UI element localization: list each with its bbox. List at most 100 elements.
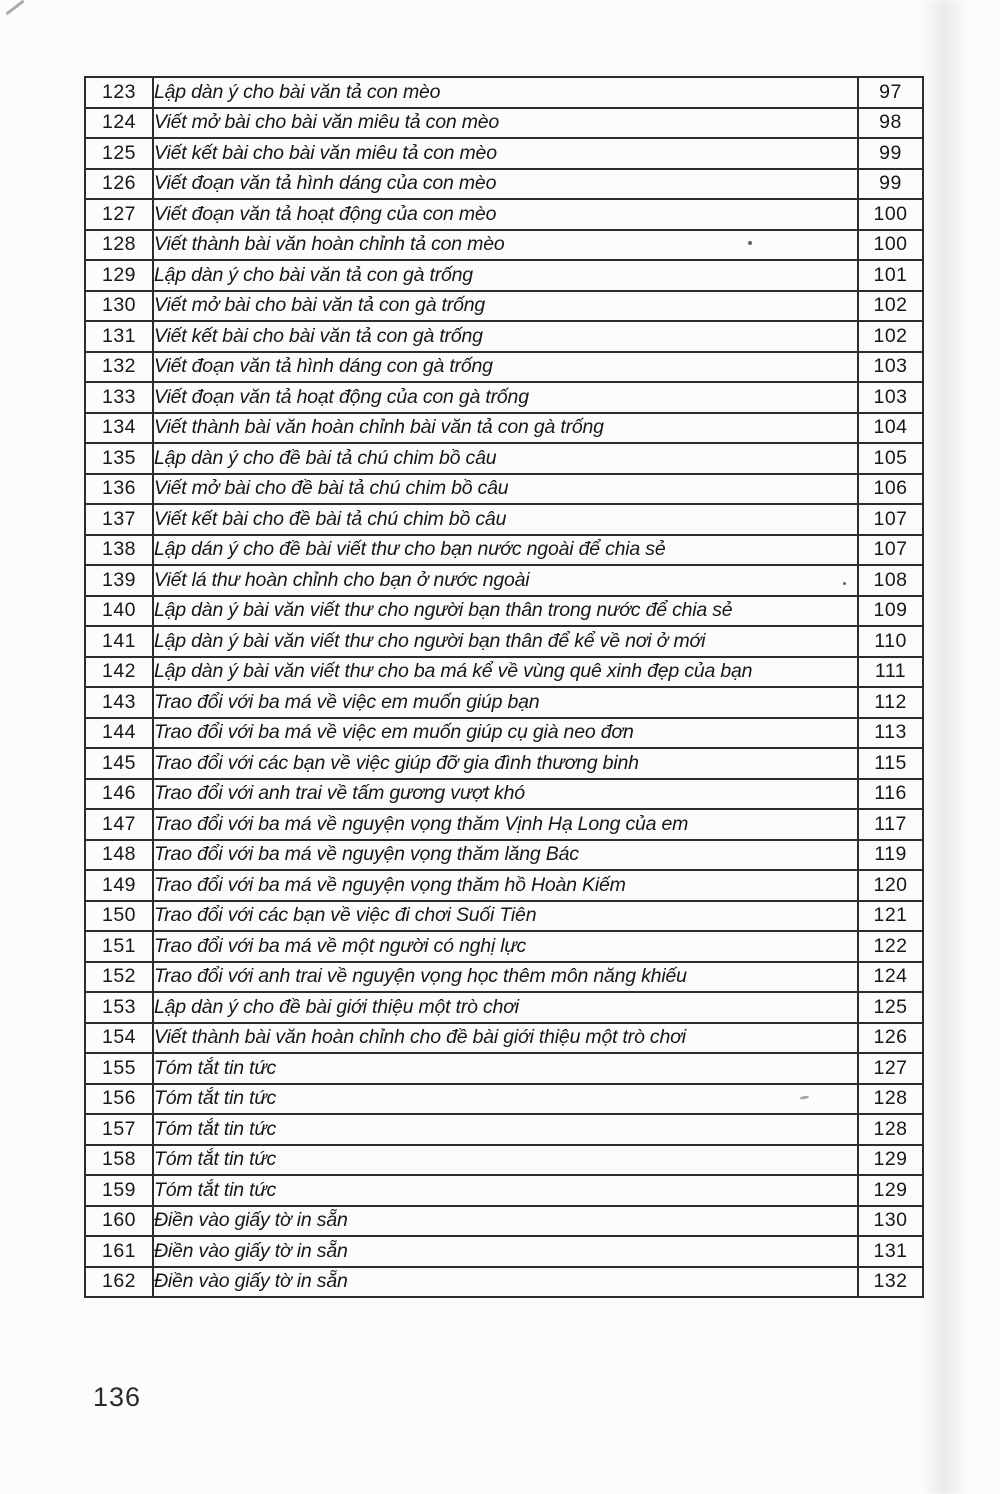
row-number-cell: 136	[84, 472, 154, 505]
row-number-cell: 150	[84, 899, 154, 932]
row-title-cell: Viết đoạn văn tả hoạt động của con gà tr…	[152, 381, 859, 414]
row-page-cell: 117	[857, 808, 924, 841]
row-title-cell: Viết thành bài văn hoàn chỉnh cho đề bài…	[152, 1021, 859, 1054]
row-number-cell: 147	[84, 808, 154, 841]
table-row: 124 Viết mở bài cho bài văn miêu tả con m…	[84, 106, 924, 139]
table-row: 129 Lập dàn ý cho bài văn tả con gà trống…	[84, 259, 924, 292]
row-number-cell: 126	[84, 167, 154, 200]
row-title-cell: Lập dàn ý cho đề bài tả chú chim bồ câu	[152, 442, 859, 475]
row-page-cell: 110	[857, 625, 924, 658]
row-page-cell: 125	[857, 991, 924, 1024]
row-title-cell: Viết đoạn văn tả hình dáng của con mèo	[152, 167, 859, 200]
row-page-cell: 128	[857, 1113, 924, 1146]
row-number-cell: 132	[84, 350, 154, 383]
row-title-cell: Tóm tắt tin tức	[152, 1052, 859, 1085]
row-title-cell: Tóm tắt tin tức	[152, 1082, 859, 1115]
table-row: 161 Điền vào giấy tờ in sẵn 131	[84, 1235, 924, 1268]
table-row: 142 Lập dàn ý bài văn viết thư cho ba má …	[84, 655, 924, 688]
row-page-cell: 115	[857, 747, 924, 780]
table-row: 149 Trao đổi với ba má về nguyện vọng thă…	[84, 869, 924, 902]
row-page-cell: 128	[857, 1082, 924, 1115]
table-row: 153 Lập dàn ý cho đề bài giới thiệu một t…	[84, 991, 924, 1024]
row-page-cell: 111	[857, 655, 924, 688]
table-row: 144 Trao đổi với ba má về việc em muốn gi…	[84, 716, 924, 749]
row-number-cell: 154	[84, 1021, 154, 1054]
row-title-cell: Tóm tắt tin tức	[152, 1174, 859, 1207]
row-title-cell: Tóm tắt tin tức	[152, 1113, 859, 1146]
table-row: 135 Lập dàn ý cho đề bài tả chú chim bồ c…	[84, 442, 924, 475]
row-page-cell: 112	[857, 686, 924, 719]
table-row: 148 Trao đổi với ba má về nguyện vọng thă…	[84, 838, 924, 871]
table-row: 152 Trao đổi với anh trai về nguyện vọng …	[84, 960, 924, 993]
row-title-cell: Trao đổi với ba má về một người có nghị …	[152, 930, 859, 963]
row-page-cell: 104	[857, 411, 924, 444]
row-title-cell: Trao đổi với anh trai về tấm gương vượt …	[152, 777, 859, 810]
page-edge-shadow	[922, 0, 970, 1494]
row-title-cell: Viết đoạn văn tả hoạt động của con mèo	[152, 198, 859, 231]
row-title-cell: Viết mở bài cho bài văn miêu tả con mèo	[152, 106, 859, 139]
row-page-cell: 129	[857, 1143, 924, 1176]
row-page-cell: 103	[857, 381, 924, 414]
row-page-cell: 132	[857, 1265, 924, 1298]
row-number-cell: 139	[84, 564, 154, 597]
row-title-cell: Viết đoạn văn tả hình dáng con gà trống	[152, 350, 859, 383]
row-title-cell: Trao đổi với ba má về nguyện vọng thăm h…	[152, 869, 859, 902]
table-row: 132 Viết đoạn văn tả hình dáng con gà trố…	[84, 350, 924, 383]
row-title-cell: Lập dán ý cho đề bài viết thư cho bạn nư…	[152, 533, 859, 566]
table-row: 162 Điền vào giấy tờ in sẵn 132	[84, 1265, 924, 1298]
row-number-cell: 124	[84, 106, 154, 139]
row-number-cell: 141	[84, 625, 154, 658]
row-page-cell: 105	[857, 442, 924, 475]
row-page-cell: 102	[857, 289, 924, 322]
row-title-cell: Trao đổi với ba má về việc em muốn giúp …	[152, 686, 859, 719]
row-title-cell: Trao đổi với các bạn về việc giúp đỡ gia…	[152, 747, 859, 780]
row-number-cell: 138	[84, 533, 154, 566]
table-row: 141 Lập dàn ý bài văn viết thư cho người …	[84, 625, 924, 658]
row-page-cell: 127	[857, 1052, 924, 1085]
scan-artifact-corner	[5, 0, 25, 16]
table-row: 146 Trao đổi với anh trai về tấm gương vư…	[84, 777, 924, 810]
row-page-cell: 97	[857, 76, 924, 109]
row-page-cell: 124	[857, 960, 924, 993]
table-row: 160 Điền vào giấy tờ in sẵn 130	[84, 1204, 924, 1237]
row-number-cell: 155	[84, 1052, 154, 1085]
row-number-cell: 123	[84, 76, 154, 109]
row-title-cell: Lập dàn ý cho bài văn tả con mèo	[152, 76, 859, 109]
row-number-cell: 161	[84, 1235, 154, 1268]
row-number-cell: 148	[84, 838, 154, 871]
row-title-cell: Lập dàn ý bài văn viết thư cho người bạn…	[152, 594, 859, 627]
row-number-cell: 162	[84, 1265, 154, 1298]
row-page-cell: 122	[857, 930, 924, 963]
row-title-cell: Lập dàn ý cho bài văn tả con gà trống	[152, 259, 859, 292]
row-number-cell: 152	[84, 960, 154, 993]
table-row: 150 Trao đổi với các bạn về việc đi chơi …	[84, 899, 924, 932]
row-page-cell: 107	[857, 503, 924, 536]
row-number-cell: 143	[84, 686, 154, 719]
row-number-cell: 157	[84, 1113, 154, 1146]
row-title-cell: Viết lá thư hoàn chỉnh cho bạn ở nước ng…	[152, 564, 859, 597]
row-number-cell: 151	[84, 930, 154, 963]
row-title-cell: Điền vào giấy tờ in sẵn	[152, 1204, 859, 1237]
row-page-cell: 109	[857, 594, 924, 627]
row-page-cell: 99	[857, 137, 924, 170]
row-title-cell: Viết kết bài cho bài văn miêu tả con mèo	[152, 137, 859, 170]
table-row: 156 Tóm tắt tin tức 128	[84, 1082, 924, 1115]
table-row: 136 Viết mở bài cho đề bài tả chú chim bồ…	[84, 472, 924, 505]
row-page-cell: 129	[857, 1174, 924, 1207]
row-title-cell: Viết mở bài cho đề bài tả chú chim bồ câ…	[152, 472, 859, 505]
row-number-cell: 145	[84, 747, 154, 780]
row-title-cell: Trao đổi với anh trai về nguyện vọng học…	[152, 960, 859, 993]
row-title-cell: Lập dàn ý bài văn viết thư cho ba má kể …	[152, 655, 859, 688]
row-number-cell: 134	[84, 411, 154, 444]
table-row: 143 Trao đổi với ba má về việc em muốn gi…	[84, 686, 924, 719]
row-number-cell: 130	[84, 289, 154, 322]
table-row: 131 Viết kết bài cho bài văn tả con gà tr…	[84, 320, 924, 353]
table-row: 123 Lập dàn ý cho bài văn tả con mèo 97	[84, 76, 924, 109]
row-page-cell: 130	[857, 1204, 924, 1237]
row-number-cell: 158	[84, 1143, 154, 1176]
row-number-cell: 128	[84, 228, 154, 261]
row-number-cell: 146	[84, 777, 154, 810]
row-number-cell: 129	[84, 259, 154, 292]
row-title-cell: Trao đổi với các bạn về việc đi chơi Suố…	[152, 899, 859, 932]
table-row: 125 Viết kết bài cho bài văn miêu tả con …	[84, 137, 924, 170]
